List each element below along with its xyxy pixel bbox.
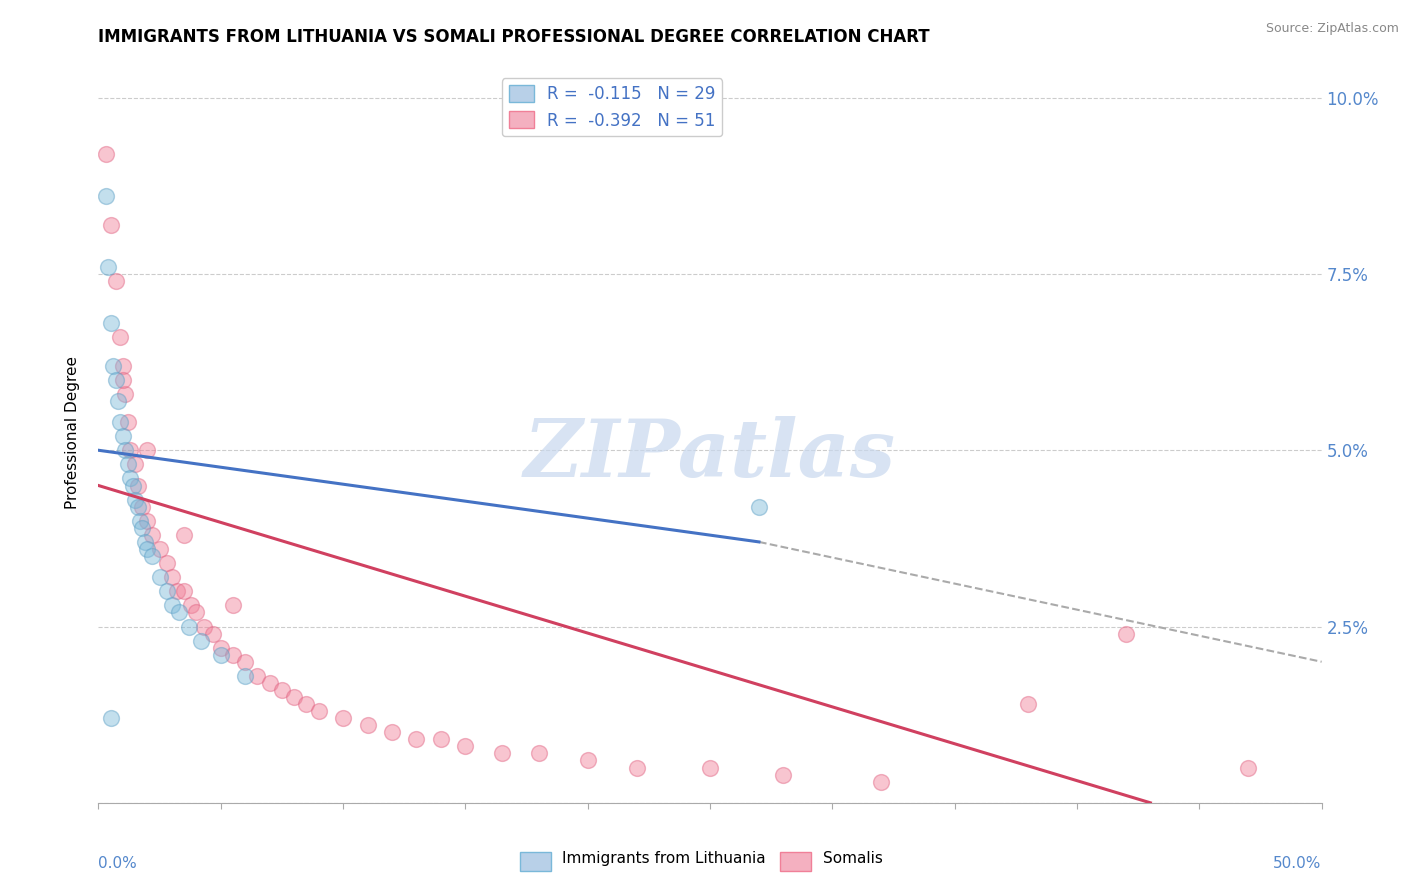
- Point: [576, 754, 599, 768]
- Point: [117, 415, 139, 429]
- Point: [94, 189, 117, 203]
- Point: [110, 330, 132, 344]
- Point: [259, 676, 281, 690]
- Point: [136, 514, 159, 528]
- Point: [149, 570, 172, 584]
- Point: [104, 274, 127, 288]
- Point: [209, 640, 232, 655]
- Point: [491, 747, 513, 761]
- Point: [124, 458, 146, 472]
- Point: [270, 683, 294, 698]
- Point: [114, 387, 136, 401]
- Point: [180, 599, 202, 613]
- Y-axis label: Professional Degree: Professional Degree: [65, 356, 80, 509]
- Point: [626, 760, 648, 774]
- Point: [699, 760, 721, 774]
- Point: [160, 599, 183, 613]
- Point: [107, 393, 129, 408]
- Point: [430, 732, 453, 747]
- Point: [222, 599, 245, 613]
- Point: [222, 648, 245, 662]
- Point: [405, 732, 427, 747]
- Point: [100, 316, 122, 330]
- Point: [160, 570, 183, 584]
- Text: Source: ZipAtlas.com: Source: ZipAtlas.com: [1265, 22, 1399, 36]
- Text: ZIPatlas: ZIPatlas: [524, 416, 896, 493]
- Point: [173, 528, 195, 542]
- Point: [131, 521, 153, 535]
- Point: [156, 584, 179, 599]
- Point: [129, 514, 152, 528]
- Point: [193, 619, 215, 633]
- Point: [295, 697, 318, 711]
- Point: [772, 767, 794, 781]
- Text: IMMIGRANTS FROM LITHUANIA VS SOMALI PROFESSIONAL DEGREE CORRELATION CHART: IMMIGRANTS FROM LITHUANIA VS SOMALI PROF…: [98, 28, 929, 45]
- Point: [190, 633, 212, 648]
- Point: [173, 584, 195, 599]
- Point: [100, 711, 122, 725]
- Point: [117, 458, 139, 472]
- Point: [110, 415, 132, 429]
- Text: 0.0%: 0.0%: [98, 856, 138, 871]
- Point: [124, 492, 146, 507]
- Point: [114, 443, 136, 458]
- Point: [1115, 626, 1137, 640]
- Point: [233, 669, 256, 683]
- Point: [131, 500, 153, 514]
- Point: [308, 704, 330, 718]
- Point: [246, 669, 269, 683]
- Point: [101, 359, 124, 373]
- Point: [149, 541, 172, 556]
- Point: [177, 619, 200, 633]
- Point: [233, 655, 256, 669]
- Point: [136, 541, 159, 556]
- Point: [141, 549, 163, 563]
- Point: [1017, 697, 1039, 711]
- Point: [111, 429, 134, 443]
- Point: [100, 218, 122, 232]
- Point: [111, 359, 134, 373]
- Legend: R =  -0.115   N = 29, R =  -0.392   N = 51: R = -0.115 N = 29, R = -0.392 N = 51: [502, 78, 723, 136]
- Point: [136, 443, 159, 458]
- Point: [748, 500, 770, 514]
- Point: [283, 690, 305, 704]
- Point: [870, 774, 893, 789]
- Point: [381, 725, 404, 739]
- Point: [156, 556, 179, 570]
- Text: Somalis: Somalis: [823, 852, 883, 866]
- Point: [104, 373, 127, 387]
- Point: [127, 478, 149, 492]
- Point: [141, 528, 163, 542]
- Point: [356, 718, 378, 732]
- Point: [121, 478, 143, 492]
- Point: [97, 260, 120, 274]
- Point: [120, 443, 142, 458]
- Point: [111, 373, 134, 387]
- Point: [167, 606, 190, 620]
- Point: [134, 535, 156, 549]
- Text: 50.0%: 50.0%: [1274, 856, 1322, 871]
- Point: [454, 739, 477, 754]
- Point: [209, 648, 232, 662]
- Point: [120, 471, 142, 485]
- Point: [94, 147, 117, 161]
- Point: [186, 606, 208, 620]
- Point: [202, 626, 225, 640]
- Point: [332, 711, 354, 725]
- Point: [166, 584, 188, 599]
- Point: [127, 500, 149, 514]
- Point: [527, 747, 550, 761]
- Point: [1237, 760, 1260, 774]
- Text: Immigrants from Lithuania: Immigrants from Lithuania: [562, 852, 766, 866]
